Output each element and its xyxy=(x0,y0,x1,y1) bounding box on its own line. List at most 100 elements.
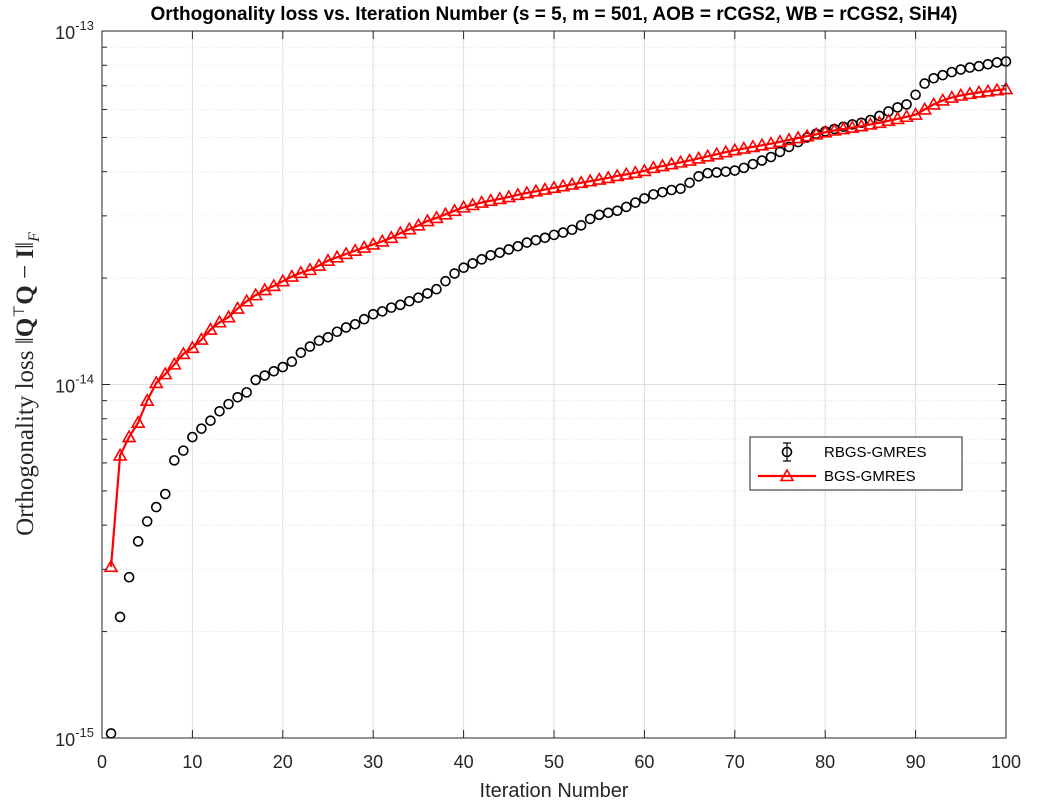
data-point-rbgs-gmres xyxy=(476,254,487,265)
data-point-bgs-gmres xyxy=(826,122,842,136)
data-point-bgs-gmres xyxy=(609,168,625,182)
data-point-rbgs-gmres xyxy=(196,423,207,434)
y-tick-label: 10-14 xyxy=(55,372,94,397)
data-point-rbgs-gmres xyxy=(313,335,325,347)
data-point-bgs-gmres xyxy=(673,154,688,168)
data-point-rbgs-gmres xyxy=(575,220,587,231)
data-point-rbgs-gmres xyxy=(747,158,759,170)
data-point-bgs-gmres xyxy=(627,165,643,179)
data-point-rbgs-gmres xyxy=(639,193,650,204)
data-point-bgs-gmres xyxy=(718,144,734,158)
data-point-bgs-gmres xyxy=(293,265,309,279)
data-point-bgs-gmres xyxy=(781,132,797,146)
x-tick-label: 80 xyxy=(815,752,835,772)
y-tick-label: 10-15 xyxy=(55,725,94,750)
data-point-bgs-gmres xyxy=(447,203,462,217)
data-point-bgs-gmres xyxy=(320,253,336,266)
chart-title: Orthogonality loss vs. Iteration Number … xyxy=(150,4,957,25)
data-point-bgs-gmres xyxy=(637,163,652,177)
data-point-bgs-gmres xyxy=(790,130,806,144)
data-point-rbgs-gmres xyxy=(512,241,524,252)
data-point-bgs-gmres xyxy=(474,194,490,208)
x-tick-label: 70 xyxy=(725,752,745,772)
data-point-bgs-gmres xyxy=(872,115,887,129)
x-tick-label: 40 xyxy=(454,752,474,772)
data-point-bgs-gmres xyxy=(185,340,200,354)
data-point-bgs-gmres xyxy=(691,150,707,164)
data-point-bgs-gmres xyxy=(356,239,372,253)
data-point-rbgs-gmres xyxy=(937,69,949,81)
legend-entry-bgs-gmres: BGS-GMRES xyxy=(758,468,916,485)
data-point-bgs-gmres xyxy=(139,393,155,406)
data-point-bgs-gmres xyxy=(736,140,752,154)
data-point-rbgs-gmres xyxy=(169,455,180,466)
data-point-bgs-gmres xyxy=(754,137,770,151)
data-point-rbgs-gmres xyxy=(431,283,442,295)
data-point-bgs-gmres xyxy=(338,246,354,260)
data-point-rbgs-gmres xyxy=(539,232,551,244)
data-point-bgs-gmres xyxy=(537,181,553,195)
data-point-bgs-gmres xyxy=(492,191,508,205)
data-point-bgs-gmres xyxy=(799,128,815,142)
data-point-rbgs-gmres xyxy=(268,365,280,377)
data-point-bgs-gmres xyxy=(203,321,218,335)
data-point-bgs-gmres xyxy=(221,309,236,323)
data-point-bgs-gmres xyxy=(844,119,860,133)
data-point-rbgs-gmres xyxy=(250,374,261,386)
data-point-rbgs-gmres xyxy=(132,536,144,547)
data-point-rbgs-gmres xyxy=(304,341,316,352)
data-point-bgs-gmres xyxy=(745,139,761,153)
data-point-rbgs-gmres xyxy=(919,78,930,89)
y-axis-label: Orthogonality loss ‖Q⊤Q − I‖F xyxy=(12,232,43,536)
data-point-bgs-gmres xyxy=(510,187,526,201)
data-point-bgs-gmres xyxy=(700,148,716,162)
data-point-bgs-gmres xyxy=(881,113,896,127)
data-point-rbgs-gmres xyxy=(232,392,243,403)
data-point-bgs-gmres xyxy=(555,178,571,192)
data-point-rbgs-gmres xyxy=(349,319,361,330)
data-point-bgs-gmres xyxy=(194,331,209,345)
data-point-rbgs-gmres xyxy=(449,268,460,279)
data-point-bgs-gmres xyxy=(456,199,471,213)
data-point-rbgs-gmres xyxy=(765,151,777,163)
data-point-rbgs-gmres xyxy=(205,415,216,426)
y-tick-label: 10-13 xyxy=(55,18,94,43)
data-point-rbgs-gmres xyxy=(910,89,921,101)
data-point-rbgs-gmres xyxy=(756,155,768,166)
data-point-bgs-gmres xyxy=(727,142,743,156)
x-tick-label: 0 xyxy=(97,752,107,772)
data-point-bgs-gmres xyxy=(763,136,779,149)
data-point-bgs-gmres xyxy=(962,86,978,100)
data-point-bgs-gmres xyxy=(853,118,869,132)
data-point-bgs-gmres xyxy=(546,180,562,194)
data-point-rbgs-gmres xyxy=(584,213,596,225)
data-point-bgs-gmres xyxy=(944,89,960,103)
data-point-rbgs-gmres xyxy=(358,313,370,325)
data-point-bgs-gmres xyxy=(890,111,905,125)
series-bgs-gmres xyxy=(103,81,1014,573)
data-point-rbgs-gmres xyxy=(376,306,388,317)
data-point-bgs-gmres xyxy=(230,300,245,314)
data-point-rbgs-gmres xyxy=(738,162,750,174)
data-point-rbgs-gmres xyxy=(458,262,469,273)
data-point-bgs-gmres xyxy=(980,83,996,97)
data-point-rbgs-gmres xyxy=(367,308,379,320)
data-point-bgs-gmres xyxy=(465,197,481,211)
data-point-bgs-gmres xyxy=(835,121,851,135)
data-point-bgs-gmres xyxy=(600,170,616,184)
data-point-rbgs-gmres xyxy=(566,224,578,236)
data-point-rbgs-gmres xyxy=(340,322,352,333)
data-point-bgs-gmres xyxy=(157,366,173,380)
data-point-bgs-gmres xyxy=(121,429,137,443)
data-point-bgs-gmres xyxy=(329,249,345,263)
data-point-rbgs-gmres xyxy=(385,302,397,313)
legend-marker xyxy=(779,468,795,482)
data-point-rbgs-gmres xyxy=(557,227,569,238)
x-tick-label: 20 xyxy=(273,752,293,772)
data-point-bgs-gmres xyxy=(239,293,255,307)
data-point-bgs-gmres xyxy=(817,124,833,138)
data-point-rbgs-gmres xyxy=(322,331,334,343)
legend-label: BGS-GMRES xyxy=(824,468,916,485)
data-point-bgs-gmres xyxy=(709,146,725,160)
data-point-bgs-gmres xyxy=(989,82,1005,96)
